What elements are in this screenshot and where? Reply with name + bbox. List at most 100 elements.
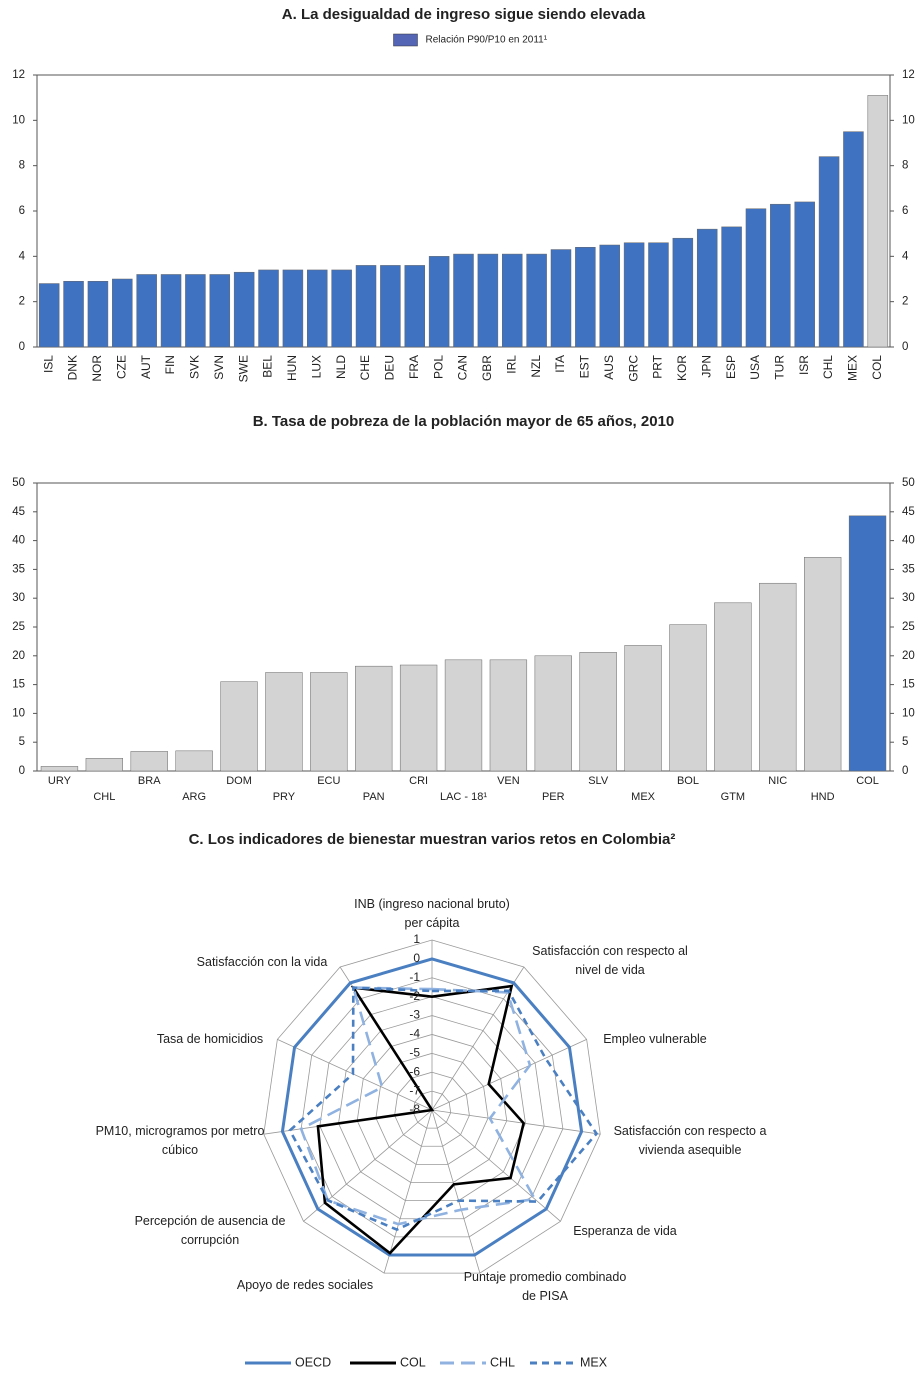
y-tick-label: 5	[19, 736, 25, 748]
bar	[669, 624, 707, 772]
grid-ring	[319, 996, 545, 1220]
r-tick-label: -2	[409, 989, 420, 1003]
y-tick-label: 0	[19, 765, 25, 777]
grid-ring	[338, 1015, 526, 1202]
x-tick-label: BRA	[138, 775, 161, 787]
y2-tick-label: 15	[902, 679, 915, 691]
x-tick-label: SVK	[188, 355, 202, 379]
radar-line	[280, 957, 584, 1257]
grid-ring	[300, 977, 564, 1238]
x-tick-label: PRT	[651, 354, 665, 378]
y-tick-label: 4	[19, 250, 26, 262]
axis-label: Satisfacción con la vida	[196, 955, 328, 969]
x-tick-label: ARG	[182, 791, 206, 803]
bar	[534, 655, 572, 772]
bar	[477, 253, 499, 348]
axis-label: INB (ingreso nacional bruto) per cápita	[354, 897, 510, 930]
bar	[130, 751, 168, 772]
x-tick-label: KOR	[675, 355, 689, 381]
grid-ring	[375, 1052, 489, 1165]
bar	[804, 557, 842, 772]
x-tick-label: EST	[578, 354, 592, 378]
chart-title: A. La desigualdad de ingreso sigue siend…	[282, 6, 646, 23]
x-tick-label: GTM	[721, 791, 745, 803]
bar	[380, 265, 401, 348]
y2-tick-label: 35	[902, 563, 915, 575]
x-tick-label: PER	[542, 791, 565, 803]
x-tick-label: ECU	[317, 775, 340, 787]
r-tick-label: -1	[409, 970, 420, 984]
x-tick-label: FIN	[163, 355, 177, 374]
x-tick-label: AUT	[139, 354, 153, 379]
x-tick-label: DEU	[383, 355, 397, 380]
bar	[489, 659, 528, 772]
legend-label: OECD	[295, 1355, 331, 1369]
radar-line	[288, 986, 599, 1232]
x-tick-label: IRL	[504, 355, 518, 374]
y2-tick-label: 0	[902, 765, 908, 777]
x-tick-label: COL	[870, 355, 884, 380]
axis-label: Puntaje promedio combinado de PISA	[463, 1270, 627, 1303]
y2-tick-label: 20	[902, 650, 915, 662]
x-tick-label: ISR	[797, 355, 811, 375]
bar	[714, 602, 752, 772]
x-tick-label: SLV	[588, 775, 609, 787]
y-tick-label: 0	[19, 341, 25, 353]
y-tick-label: 6	[19, 205, 25, 217]
chart-title: C. Los indicadores de bienestar muestran…	[189, 831, 676, 848]
x-tick-label: PRY	[273, 791, 296, 803]
x-tick-label: NIC	[768, 775, 787, 787]
chart-title: B. Tasa de pobreza de la población mayor…	[253, 413, 675, 430]
r-tick-label: -3	[409, 1008, 420, 1022]
r-tick-label: -7	[409, 1083, 420, 1097]
x-tick-label: SVN	[212, 355, 226, 380]
bar	[759, 582, 797, 772]
y-tick-label: 50	[12, 477, 25, 489]
bar	[160, 274, 182, 348]
bar	[85, 758, 123, 772]
bar	[794, 201, 815, 348]
legend-swatch	[393, 33, 418, 47]
x-tick-label: BOL	[677, 775, 699, 787]
x-tick-label: NOR	[90, 355, 104, 382]
bar	[624, 645, 662, 772]
x-tick-label: LUX	[309, 355, 323, 378]
legend-label: CHL	[490, 1355, 515, 1369]
x-tick-label: CZE	[114, 355, 128, 379]
y2-tick-label: 8	[902, 160, 908, 172]
bar	[502, 253, 523, 348]
bar	[453, 253, 474, 348]
x-tick-label: ISL	[41, 355, 55, 373]
x-tick-label: GRC	[626, 355, 640, 382]
bar	[770, 203, 791, 348]
x-tick-label: CHE	[358, 355, 372, 380]
y-tick-label: 30	[12, 592, 25, 604]
y-tick-label: 40	[12, 535, 25, 547]
x-tick-label: HUN	[285, 355, 299, 381]
x-tick-label: CHL	[821, 355, 835, 379]
bar	[444, 659, 483, 772]
spoke	[383, 1109, 433, 1274]
y-tick-label: 2	[19, 296, 25, 308]
bar	[355, 665, 393, 772]
bar	[40, 766, 79, 772]
axis-label: Empleo vulnerable	[603, 1032, 707, 1046]
bar	[404, 265, 425, 348]
y2-tick-label: 6	[902, 205, 908, 217]
bar	[310, 672, 348, 772]
grid-ring	[263, 939, 601, 1274]
r-tick-label: 1	[413, 932, 420, 946]
y-tick-label: 8	[19, 160, 25, 172]
r-tick-label: -6	[409, 1064, 420, 1078]
bar	[526, 253, 547, 348]
y2-tick-label: 10	[902, 114, 915, 126]
x-tick-label: TUR	[773, 355, 787, 380]
bar	[428, 256, 450, 348]
r-tick-label: -4	[409, 1027, 420, 1041]
x-tick-label: DOM	[226, 775, 252, 787]
legend-label: COL	[400, 1355, 426, 1369]
y2-tick-label: 2	[902, 296, 908, 308]
spoke	[431, 1109, 561, 1222]
bar	[696, 228, 718, 348]
